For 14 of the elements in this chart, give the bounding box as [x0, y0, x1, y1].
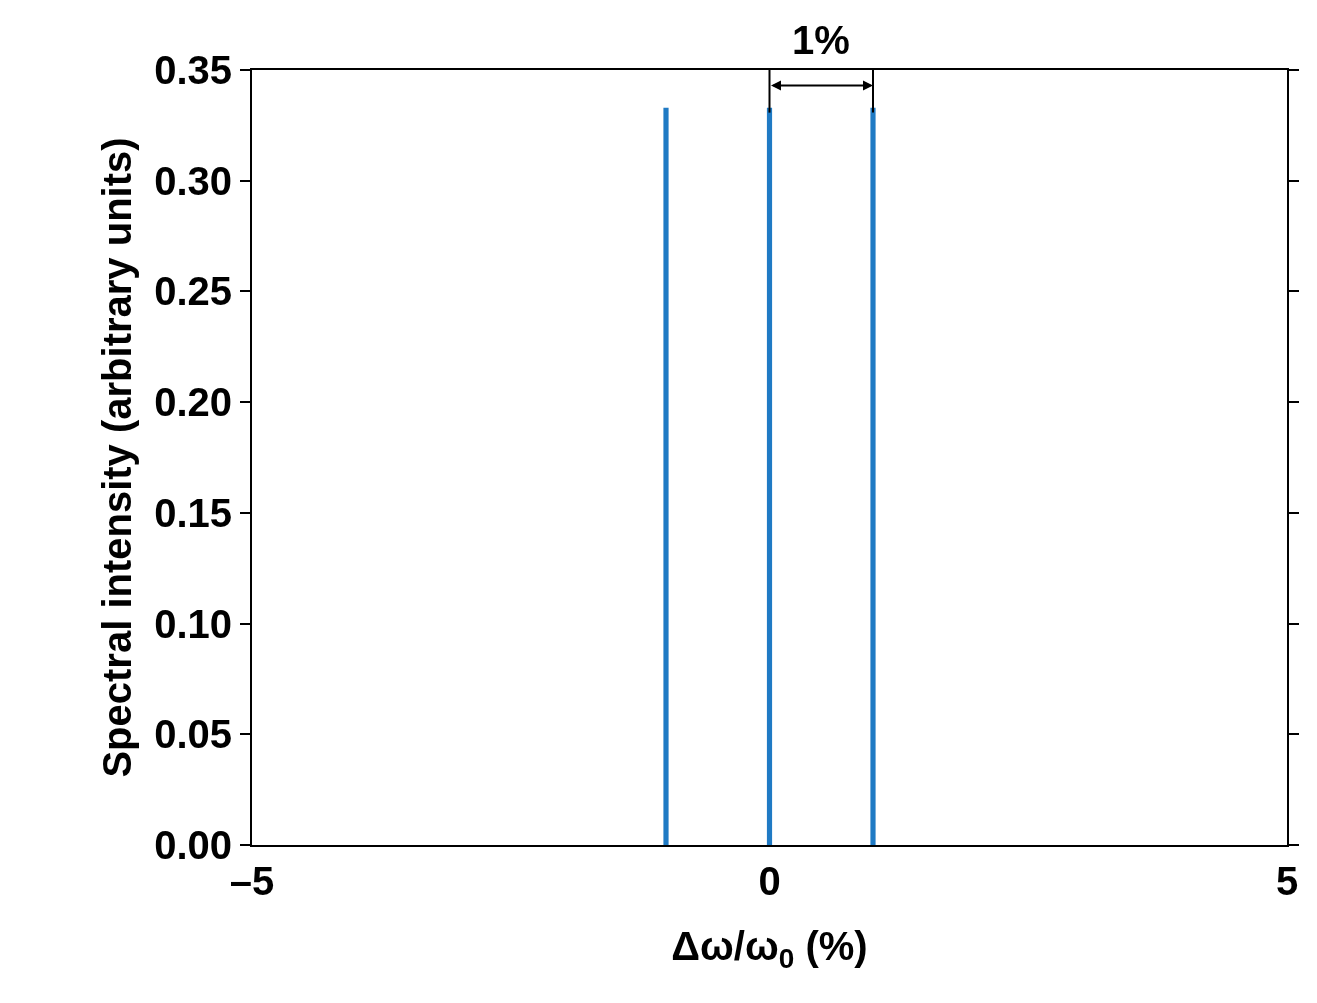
y-tick-label: 0.35: [154, 48, 232, 92]
y-axis-title: Spectral intensity (arbitrary units): [95, 137, 140, 778]
y-tick-label: 0.00: [154, 823, 232, 867]
y-tick-label: 0.20: [154, 380, 232, 425]
x-axis-title: Δω/ω$_{0}$ (%): [671, 924, 868, 975]
x-tick-label: 0: [758, 859, 781, 903]
y-tick-label: 0.30: [154, 158, 232, 203]
x-tick-label: –5: [229, 859, 275, 903]
y-tick-label: 0.10: [154, 601, 232, 646]
y-tick-label: 0.15: [154, 490, 232, 535]
text: 1%: [792, 18, 850, 62]
y-tick-label: 0.25: [154, 269, 232, 314]
y-tick-label: 0.05: [154, 712, 232, 757]
x-tick-label: 5: [1275, 859, 1299, 903]
